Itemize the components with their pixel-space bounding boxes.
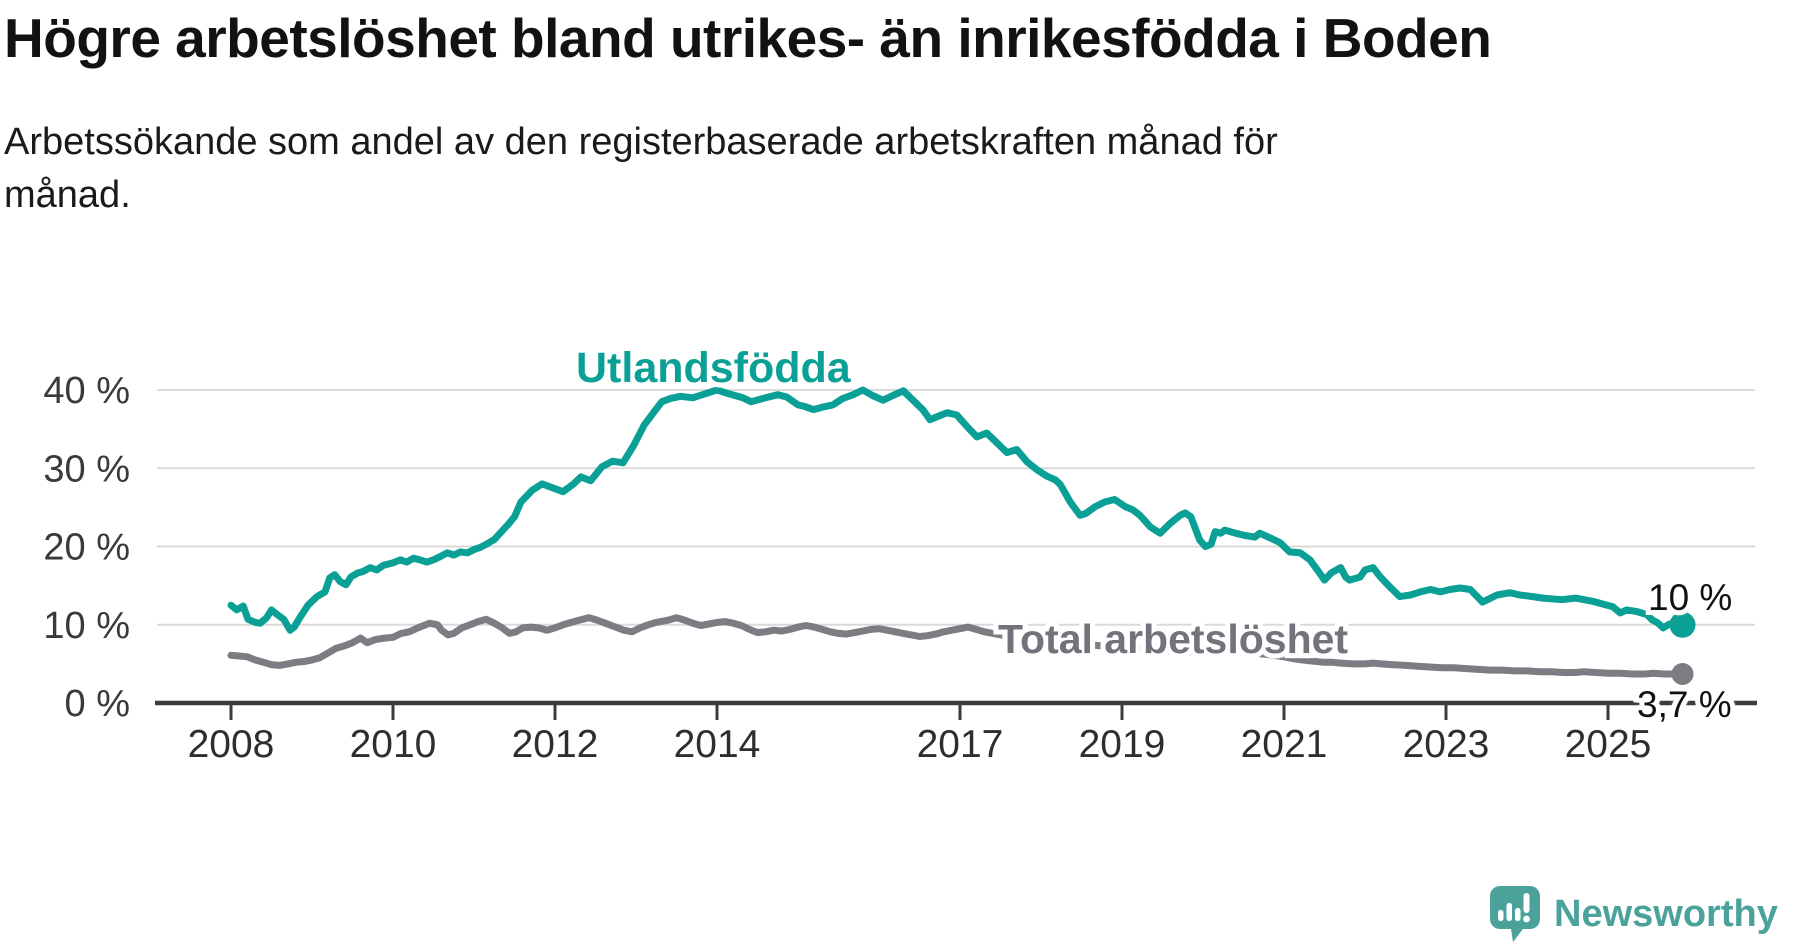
chart-subtitle-line2: månad. [4, 174, 131, 216]
chart-subtitle: Arbetssökande som andel av den registerb… [4, 116, 1278, 222]
x-axis-tick-label: 2025 [1565, 723, 1652, 766]
end-value-label-utlandsfodda: 10 % 10 % [1643, 572, 1737, 623]
series-line-utlandsfodda [227, 386, 1686, 634]
x-axis-tick-label: 2019 [1079, 723, 1166, 766]
x-axis-tick-label: 2023 [1403, 723, 1490, 766]
label-halo: 3,7 % [1632, 679, 1737, 730]
label-halo: Total arbetslöshet [993, 611, 1353, 667]
x-axis-tick-label: 2008 [188, 723, 275, 766]
newsworthy-bar-chart-bubble-icon [1490, 886, 1540, 942]
end-value-total-text: 3,7 % [1637, 684, 1732, 725]
chart-subtitle-line1: Arbetssökande som andel av den registerb… [4, 121, 1278, 163]
end-value-utlandsfodda-text: 10 % [1648, 577, 1733, 618]
y-axis-tick-label: 20 % [43, 527, 130, 569]
x-axis-tick-label: 2010 [350, 723, 437, 766]
end-dot-utlandsfodda [1669, 611, 1696, 638]
end-value-label-total: 3,7 % 3,7 % [1632, 679, 1737, 730]
y-axis-tick-label: 10 % [43, 605, 130, 647]
x-axis-tick-label: 2017 [917, 723, 1004, 766]
series-label-utlandsfodda-text: Utlandsfödda [576, 344, 851, 392]
x-axis-tick-label: 2012 [512, 723, 599, 766]
series-label-total-arbetsloshet: Total arbetslöshet Total arbetslöshet [993, 611, 1353, 667]
label-halo: 10 % [1643, 572, 1737, 623]
label-halo: Utlandsfödda [571, 339, 856, 397]
x-axis-tick-label: 2021 [1241, 723, 1328, 766]
newsworthy-logo-text: Newsworthy [1554, 893, 1778, 935]
x-axis-tick-label: 2014 [674, 723, 761, 766]
end-dot-total-arbetsloshet [1671, 663, 1694, 685]
y-axis-tick-label: 40 % [43, 370, 130, 412]
series-line-total-arbetsloshet [227, 614, 1686, 678]
newsworthy-logo: Newsworthy [1490, 886, 1778, 942]
series-label-utlandsfodda: Utlandsfödda Utlandsfödda [571, 339, 856, 397]
y-axis-tick-label: 30 % [43, 448, 130, 490]
series-label-total-arbetsloshet-text: Total arbetslöshet [998, 616, 1349, 662]
y-axis-tick-label: 0 % [65, 683, 130, 725]
page-title: Högre arbetslöshet bland utrikes- än inr… [4, 7, 1492, 69]
